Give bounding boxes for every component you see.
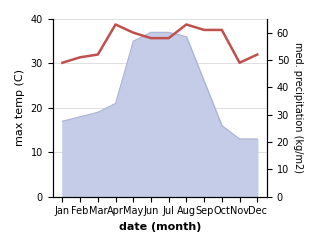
- Y-axis label: max temp (C): max temp (C): [15, 69, 25, 146]
- X-axis label: date (month): date (month): [119, 222, 201, 232]
- Y-axis label: med. precipitation (kg/m2): med. precipitation (kg/m2): [293, 42, 303, 173]
